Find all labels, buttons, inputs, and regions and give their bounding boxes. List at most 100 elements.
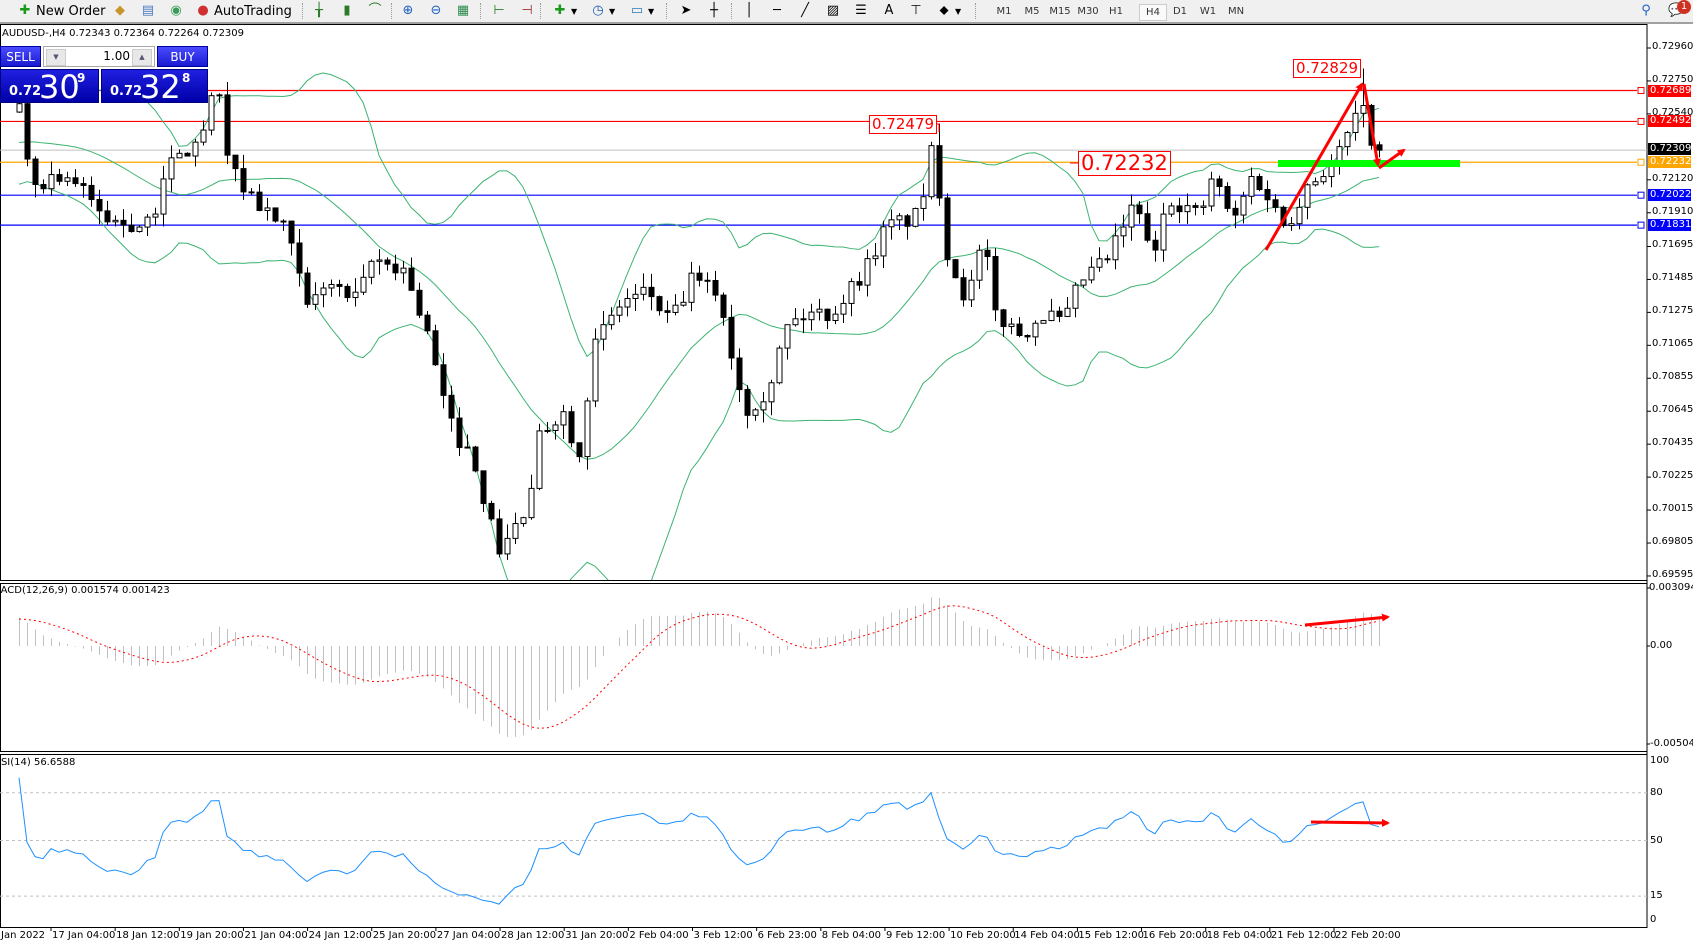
new-order-label: New Order bbox=[36, 3, 106, 19]
candle bbox=[288, 220, 295, 256]
price-tick-label: 0.71485 bbox=[1652, 272, 1693, 284]
fibonacci-button[interactable]: ☰ bbox=[853, 2, 872, 20]
time-tick-label: 25 Jan 20:00 bbox=[372, 930, 437, 941]
bear-candle-body bbox=[704, 279, 711, 282]
price-tick-label: 0.69805 bbox=[1652, 536, 1693, 548]
bear-candle-body bbox=[800, 318, 807, 321]
bear-candle-body bbox=[104, 210, 111, 223]
buy-price-button[interactable]: 0.72 32 8 bbox=[101, 68, 208, 106]
bull-candle-body bbox=[360, 276, 367, 293]
chart-shift-button[interactable]: ⊢ bbox=[491, 2, 510, 20]
peak1-label[interactable]: 0.72479 bbox=[869, 115, 938, 134]
bear-candle-body bbox=[1136, 204, 1143, 215]
candle bbox=[840, 294, 847, 324]
timeframe-h1[interactable]: H1 bbox=[1109, 6, 1123, 17]
bear-candle-body bbox=[392, 263, 399, 274]
autoscroll-button[interactable]: ⊣ bbox=[519, 2, 538, 20]
timeframe-d1[interactable]: D1 bbox=[1172, 6, 1188, 17]
timeframe-m5[interactable]: M5 bbox=[1024, 6, 1040, 17]
bear-candle-body bbox=[40, 183, 47, 190]
candle bbox=[1216, 175, 1223, 197]
candle bbox=[536, 423, 543, 491]
bull-candle-body bbox=[208, 95, 215, 131]
sell-price-button[interactable]: 0.72 30 9 bbox=[0, 68, 99, 106]
bull-candle-body bbox=[544, 429, 551, 432]
candle bbox=[152, 207, 159, 226]
candle bbox=[1328, 154, 1335, 188]
market-watch-button[interactable]: ◆ bbox=[112, 2, 131, 20]
bull-candle-body bbox=[912, 207, 919, 227]
lot-size-input[interactable]: ▼ 1.00 ▲ bbox=[43, 46, 155, 67]
candle bbox=[832, 305, 839, 325]
rsi-tick-label: 15 bbox=[1650, 890, 1663, 902]
notifications-button[interactable]: 💬 1 bbox=[1668, 0, 1691, 20]
timeframe-mn[interactable]: MN bbox=[1227, 6, 1245, 17]
vertical-line-button[interactable]: │ bbox=[741, 2, 760, 20]
time-tick-label: 19 Jan 20:00 bbox=[180, 930, 244, 941]
text-label-button[interactable]: ⊤ bbox=[908, 2, 927, 20]
candle bbox=[656, 295, 663, 316]
zoom-in-button[interactable]: ⊕ bbox=[400, 2, 419, 20]
bear-candle-body bbox=[496, 518, 503, 555]
text-label-icon: ⊤ bbox=[910, 3, 922, 18]
trendline-button[interactable]: ╱ bbox=[797, 2, 816, 20]
channel-button[interactable]: ▨ bbox=[825, 2, 844, 20]
support-label[interactable]: 0.72232 bbox=[1078, 151, 1171, 176]
timeframe-m30[interactable]: M30 bbox=[1077, 6, 1099, 17]
bear-candle-body bbox=[648, 286, 655, 298]
candle bbox=[256, 184, 263, 212]
peak2-label[interactable]: 0.72829 bbox=[1293, 59, 1362, 78]
candle bbox=[1144, 201, 1151, 243]
bear-candle-body bbox=[1152, 239, 1159, 251]
bull-candle-body bbox=[976, 249, 983, 281]
candle bbox=[1104, 254, 1111, 264]
data-window-button[interactable]: ▤ bbox=[140, 2, 159, 20]
candle bbox=[64, 171, 71, 186]
time-tick-label: 17 Jan 04:00 bbox=[52, 930, 116, 941]
one-click-trading-panel: SELL ▼ 1.00 ▲ BUY 0.72 30 9 0.72 32 8 bbox=[0, 46, 208, 106]
lot-value[interactable]: 1.00 bbox=[103, 49, 130, 63]
dropdown-icon: ▼ bbox=[609, 6, 616, 16]
bull-candle-body bbox=[920, 196, 927, 209]
bear-candle-body bbox=[712, 280, 719, 296]
crosshair-button[interactable]: ┼ bbox=[706, 2, 725, 20]
candlestick-button[interactable]: ▮ bbox=[339, 2, 358, 20]
macd-arrow bbox=[1304, 613, 1390, 627]
bar-chart-button[interactable]: ╁ bbox=[311, 2, 330, 20]
lot-increase-button[interactable]: ▲ bbox=[132, 49, 152, 66]
buy-button[interactable]: BUY bbox=[157, 46, 208, 67]
lot-decrease-button[interactable]: ▼ bbox=[46, 49, 66, 66]
bull-candle-body bbox=[792, 318, 799, 326]
bull-candle-body bbox=[136, 226, 143, 233]
autoscroll-icon: ⊣ bbox=[521, 3, 533, 18]
bollinger-upper-band bbox=[18, 72, 1380, 358]
search-button[interactable]: ⚲ bbox=[1638, 2, 1657, 20]
timeframe-m1[interactable]: M1 bbox=[996, 6, 1012, 17]
horizontal-line-button[interactable]: ─ bbox=[769, 2, 788, 20]
dropdown-icon: ▼ bbox=[648, 6, 655, 16]
templates-button[interactable]: ▭ ▼ bbox=[629, 2, 654, 20]
sell-button[interactable]: SELL bbox=[0, 46, 41, 67]
line-chart-button[interactable]: ⌒ bbox=[367, 2, 386, 20]
timeframe-w1[interactable]: W1 bbox=[1199, 6, 1217, 17]
periods-button[interactable]: ◷ ▼ bbox=[590, 2, 615, 20]
candle bbox=[688, 261, 695, 312]
candle bbox=[520, 516, 527, 527]
timeframe-m15[interactable]: M15 bbox=[1049, 6, 1071, 17]
rsi-tick-label: 100 bbox=[1650, 755, 1670, 766]
tile-windows-button[interactable]: ▦ bbox=[455, 2, 474, 20]
cursor-button[interactable]: ➤ bbox=[678, 2, 697, 20]
text-button[interactable]: A bbox=[881, 2, 900, 20]
new-order-button[interactable]: ✚ New Order bbox=[17, 2, 106, 20]
signals-button[interactable]: ◉ bbox=[168, 2, 187, 20]
buy-price-small: 8 bbox=[182, 71, 191, 85]
candle bbox=[88, 176, 95, 207]
indicators-button[interactable]: ✚ ▼ bbox=[552, 2, 578, 20]
timeframe-h4[interactable]: H4 bbox=[1139, 4, 1167, 21]
autotrading-button[interactable]: ● AutoTrading bbox=[195, 2, 292, 20]
zoom-out-button[interactable]: ⊖ bbox=[428, 2, 447, 20]
shapes-button[interactable]: ⬥ ▼ bbox=[936, 2, 961, 20]
bull-candle-body bbox=[1240, 195, 1247, 216]
bear-candle-body bbox=[80, 183, 87, 186]
